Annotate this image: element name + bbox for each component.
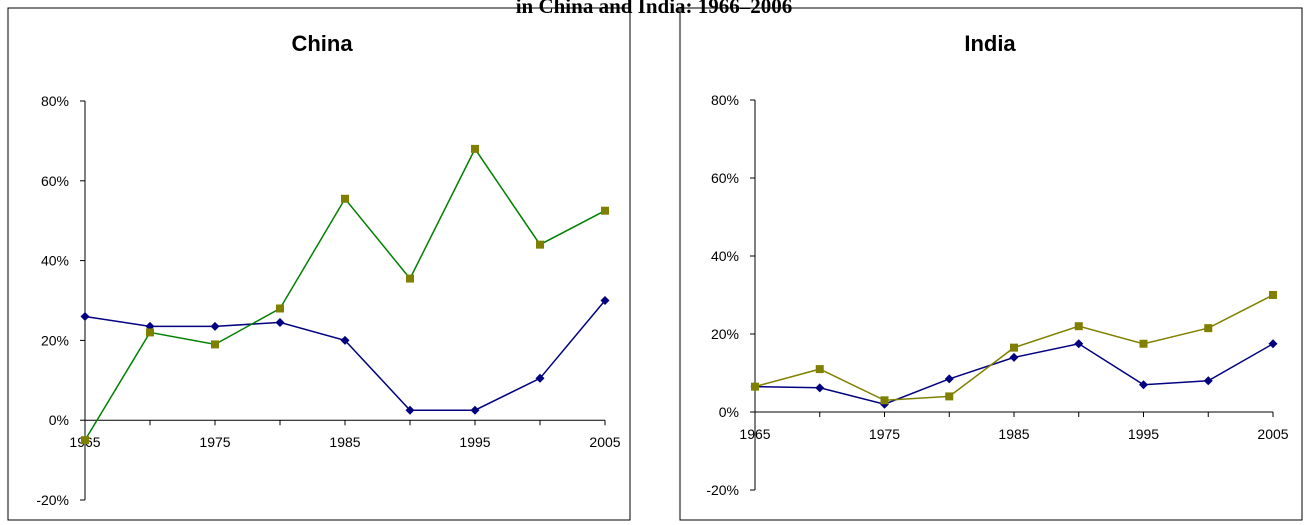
india-y-tick-label: 0% (719, 404, 739, 420)
china-series-1-point (535, 373, 545, 383)
china-series-2-point (81, 436, 89, 445)
india-series-1-point (1139, 380, 1148, 390)
india-series-2-point (1269, 291, 1277, 299)
india-series-1-point (1009, 352, 1019, 362)
india-y-tick-label: 80% (711, 92, 739, 108)
india-series-2-point (880, 396, 889, 405)
india-y-tick-label: -20% (706, 482, 739, 498)
india-chart: India -20% 0% 20% 40% 60% 80% 1965 1975 1985 1995 2… (679, 7, 1303, 521)
china-x-tick-label: 1995 (459, 434, 490, 450)
china-x-tick-label: 1985 (329, 434, 360, 450)
india-series-1-point (815, 383, 825, 393)
india-series-2-point (1204, 324, 1213, 333)
china-series-2 (81, 144, 609, 445)
india-x-tick-label: 1985 (998, 426, 1029, 442)
china-series-2-point (276, 304, 284, 313)
india-series-2-point (1139, 339, 1148, 348)
india-series-1-point (1268, 339, 1278, 349)
india-y-tick-label: 20% (711, 326, 739, 342)
india-x-tick-label: 1965 (739, 426, 770, 442)
india-series-2-point (815, 365, 824, 374)
india-y-tick-label: 40% (711, 248, 739, 264)
china-series-2-point (146, 328, 154, 337)
china-series-2-point (601, 206, 609, 215)
india-series-2-point (751, 382, 759, 391)
india-chart-title: India (964, 31, 1016, 56)
china-series-1-point (210, 321, 220, 331)
china-series-1-point (405, 405, 415, 415)
china-y-tick-label: 40% (41, 253, 69, 269)
figure-title: in China and India: 1966–2006 (516, 0, 793, 18)
china-chart-title: China (291, 31, 353, 56)
china-series-2-point (211, 340, 219, 349)
china-y-tick-label: 20% (41, 332, 69, 348)
india-series-2 (751, 291, 1277, 405)
china-chart: China-20%0%20%40%60%80%19651975198519952… (7, 7, 631, 521)
china-series-1-point (80, 311, 90, 321)
china-y-tick-label: -20% (36, 492, 69, 508)
india-series-1-point (1074, 339, 1084, 349)
india-x-tick-label: 1975 (869, 426, 900, 442)
china-series-2-point (406, 274, 414, 283)
india-series-1-point (1203, 376, 1213, 386)
china-series-1-point (470, 405, 480, 415)
china-series-1-point (600, 296, 610, 305)
china-chart-frame (7, 7, 631, 521)
china-series-2-point (341, 194, 349, 203)
china-series-1-point (340, 335, 350, 345)
china-y-tick-label: 80% (41, 93, 69, 109)
china-x-tick-label: 1975 (199, 434, 230, 450)
india-series-2-point (1010, 343, 1018, 352)
india-y-tick-label: 60% (711, 170, 739, 186)
china-series-2-point (536, 240, 544, 249)
india-series-2-point (1074, 322, 1083, 331)
india-x-tick-label: 2005 (1257, 426, 1288, 442)
india-series-2-point (945, 392, 954, 401)
india-series-1-point (944, 374, 954, 384)
india-chart-frame (679, 7, 1303, 521)
china-y-tick-label: 0% (49, 412, 69, 428)
china-series-1-point (275, 317, 285, 327)
china-y-tick-label: 60% (41, 173, 69, 189)
china-x-tick-label: 2005 (589, 434, 620, 450)
china-series-2-point (471, 144, 479, 153)
india-x-tick-label: 1995 (1128, 426, 1159, 442)
